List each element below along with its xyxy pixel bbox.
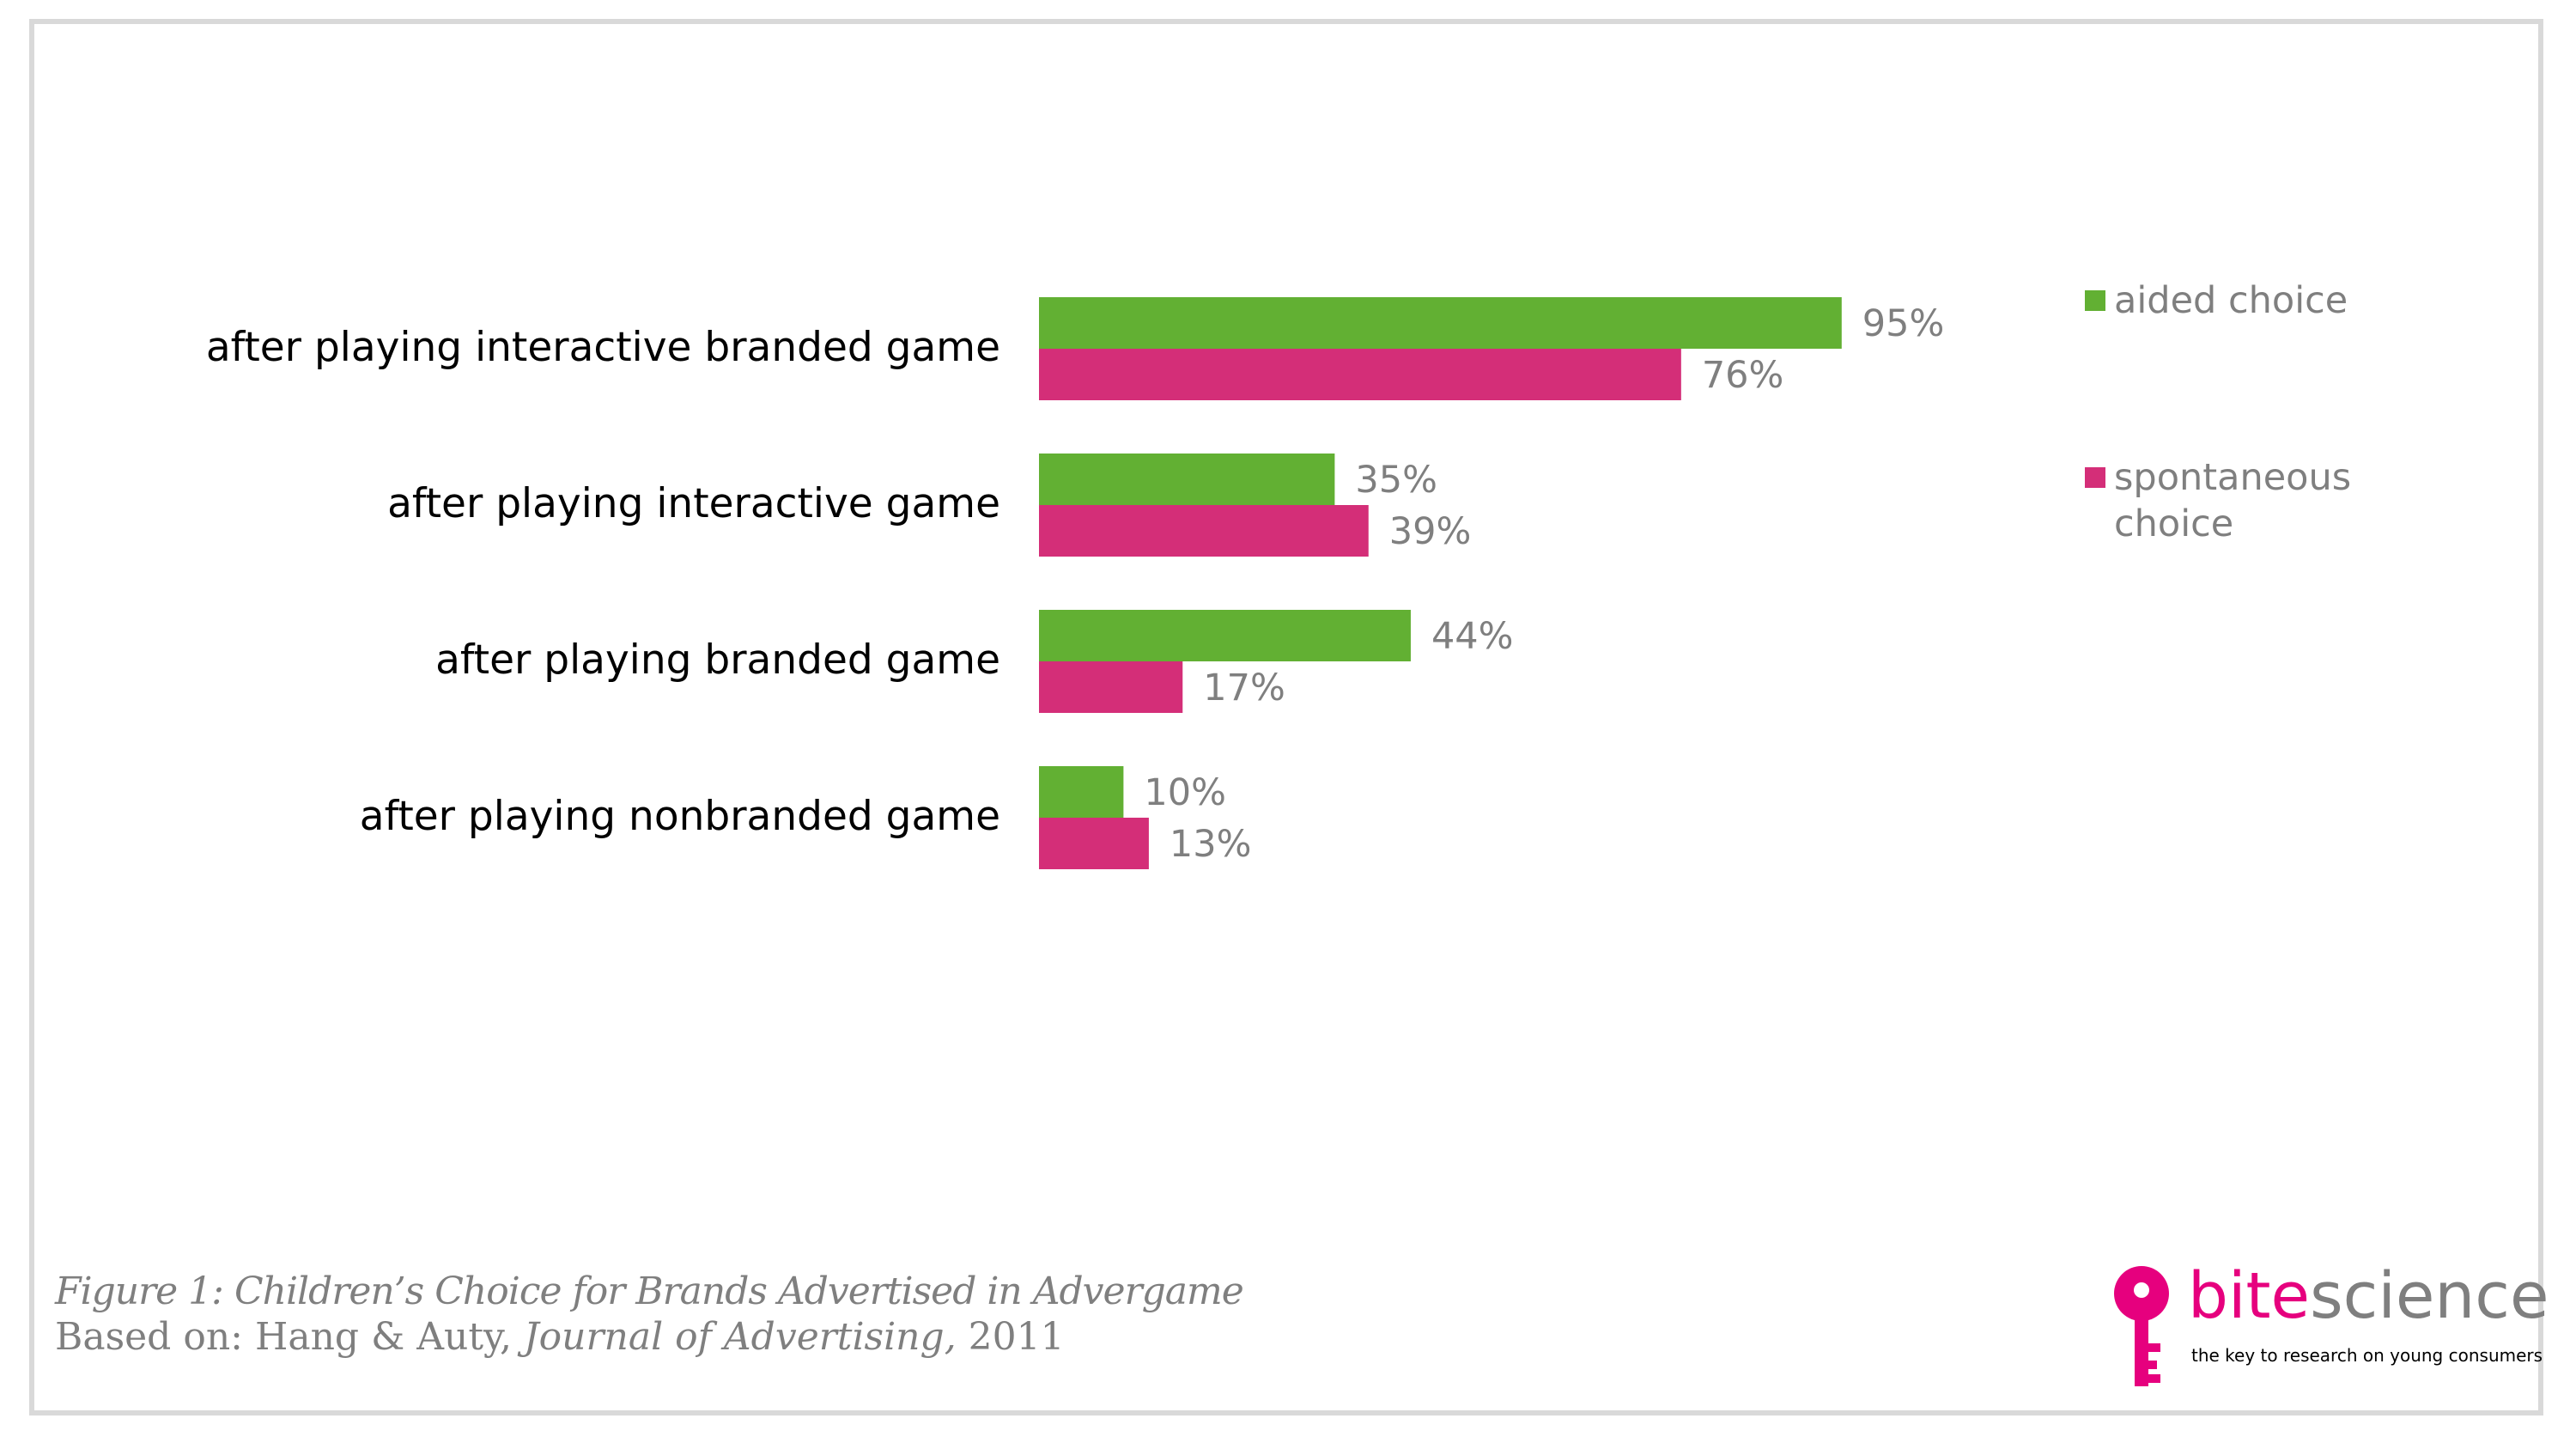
value-label-aided-0: 95%	[1862, 302, 1945, 345]
figure-caption: Figure 1: Children’s Choice for Brands A…	[55, 1269, 1244, 1361]
value-label-spontaneous-1: 39%	[1389, 510, 1472, 553]
bar-aided-0	[1039, 297, 1842, 349]
logo-wordmark: bitescience	[2188, 1264, 2549, 1328]
bar-spontaneous-2	[1039, 661, 1183, 713]
logo-word-bite: bite	[2188, 1259, 2311, 1333]
figure-source: Based on: Hang & Auty, Journal of Advert…	[55, 1315, 1243, 1361]
bar-spontaneous-3	[1039, 818, 1149, 869]
source-prefix: Based on: Hang & Auty,	[55, 1314, 525, 1359]
value-label-spontaneous-0: 76%	[1702, 354, 1784, 397]
category-label-3: after playing nonbranded game	[360, 793, 1000, 840]
bar-spontaneous-1	[1039, 505, 1369, 557]
logo-tagline: the key to research on young consumers	[2191, 1345, 2543, 1366]
value-label-aided-3: 10%	[1144, 771, 1226, 814]
value-label-aided-2: 44%	[1431, 615, 1514, 658]
legend-swatch-0	[2085, 290, 2105, 311]
value-label-spontaneous-3: 13%	[1170, 823, 1252, 866]
legend-label-1-1: choice	[2114, 502, 2233, 545]
value-label-aided-1: 35%	[1355, 459, 1437, 502]
source-year: 2011	[956, 1314, 1065, 1359]
legend-label-1-0: spontaneous	[2114, 456, 2351, 499]
bar-aided-2	[1039, 610, 1411, 661]
bar-chart: after playing interactive branded game 95…	[206, 279, 2351, 869]
legend-label-0-0: aided choice	[2114, 279, 2348, 322]
category-label-1: after playing interactive game	[387, 480, 1000, 527]
category-label-0: after playing interactive branded game	[206, 324, 1000, 371]
bar-aided-3	[1039, 766, 1124, 818]
value-label-spontaneous-2: 17%	[1203, 667, 1285, 709]
key-icon	[2114, 1266, 2169, 1386]
chart-frame	[29, 19, 2543, 1416]
bar-spontaneous-0	[1039, 349, 1681, 400]
bitescience-logo: bitescience the key to research on young…	[2109, 1264, 2549, 1402]
legend-swatch-1	[2085, 467, 2105, 488]
category-label-2: after playing branded game	[435, 636, 1000, 684]
logo-word-science: science	[2310, 1259, 2549, 1333]
figure-title: Figure 1: Children’s Choice for Brands A…	[55, 1269, 1244, 1313]
source-journal: Journal of Advertising,	[524, 1314, 957, 1359]
bar-aided-1	[1039, 454, 1335, 505]
